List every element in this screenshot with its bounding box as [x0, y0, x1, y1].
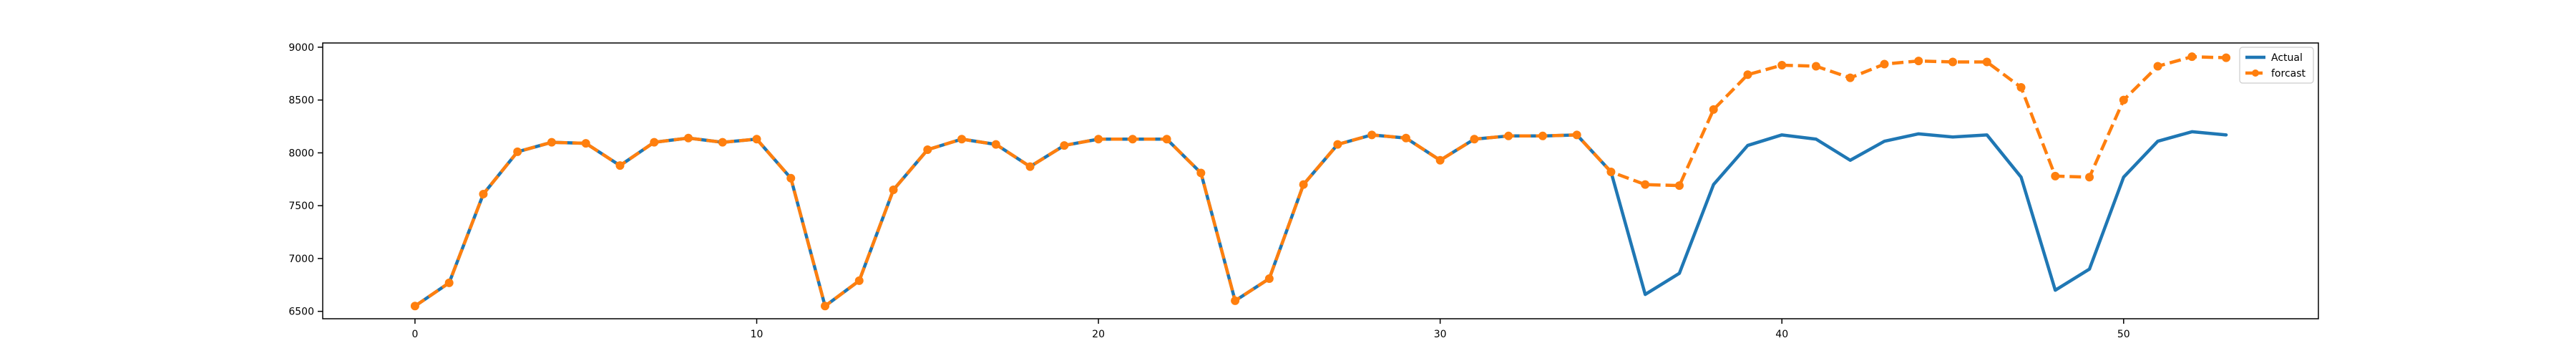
legend-marker	[2252, 69, 2259, 77]
x-tick-label: 0	[411, 329, 418, 340]
data-point	[1196, 168, 1206, 178]
data-point	[1538, 131, 1547, 140]
data-point	[1231, 296, 1240, 305]
data-point	[2222, 53, 2231, 62]
data-point	[1982, 57, 1991, 67]
legend: Actual forcast	[2239, 47, 2314, 84]
x-tick-label: 20	[1092, 329, 1105, 340]
data-point	[513, 147, 522, 156]
data-point	[1162, 135, 1171, 144]
data-point	[1709, 105, 1718, 114]
data-point	[718, 138, 727, 147]
data-point	[1470, 135, 1479, 144]
data-point	[957, 135, 967, 144]
data-point	[1572, 130, 1581, 140]
data-point	[854, 276, 864, 285]
data-point	[1914, 57, 1923, 66]
data-point	[889, 186, 898, 195]
data-point	[1094, 135, 1103, 144]
data-point	[923, 145, 932, 154]
y-tick-label: 7500	[288, 201, 314, 212]
data-point	[479, 189, 488, 198]
axes: 0 10 20 30 40 50 6500 7000 7500 8000 8500 9000	[288, 42, 2319, 340]
x-tick-label: 40	[1775, 329, 1788, 340]
legend-label-2: forcast	[2271, 68, 2306, 80]
data-point	[1025, 162, 1035, 171]
data-point	[821, 302, 830, 311]
data-point	[2051, 171, 2060, 180]
data-point	[1264, 274, 1274, 283]
data-point	[444, 278, 454, 287]
data-point	[1367, 130, 1377, 140]
data-point	[786, 173, 796, 183]
data-point	[1435, 155, 1445, 165]
data-point	[410, 302, 419, 311]
y-tick-label: 6500	[288, 307, 314, 318]
data-point	[581, 139, 590, 148]
data-point	[2085, 173, 2094, 182]
x-tick-label: 30	[1434, 329, 1447, 340]
x-tick-label: 10	[751, 329, 763, 340]
series-line-1	[413, 130, 2228, 308]
data-point	[1606, 167, 1616, 176]
y-tick-label: 8000	[288, 148, 314, 159]
data-point	[2016, 82, 2026, 92]
data-point	[1880, 59, 1889, 69]
data-point	[1674, 181, 1684, 191]
data-point	[1401, 133, 1410, 143]
data-point	[1299, 180, 1308, 189]
data-point	[1504, 131, 1513, 140]
data-point	[2187, 52, 2197, 62]
plot-area	[410, 52, 2231, 311]
data-point	[1333, 140, 1342, 149]
data-point	[1948, 57, 1957, 67]
plot-frame	[322, 42, 2319, 319]
data-point	[991, 140, 1000, 149]
data-point	[684, 133, 693, 143]
series-line-2	[414, 54, 2227, 308]
y-tick-label: 8500	[288, 95, 314, 107]
data-point	[1777, 60, 1787, 69]
data-point	[615, 161, 625, 170]
data-point	[1743, 70, 1752, 80]
data-point	[1811, 62, 1820, 71]
data-point	[1060, 141, 1069, 150]
x-tick-label: 50	[2117, 329, 2130, 340]
legend-label-1: Actual	[2271, 52, 2303, 64]
y-tick-label: 9000	[288, 42, 314, 54]
data-point	[752, 135, 761, 144]
data-point	[547, 138, 556, 147]
data-point	[1845, 73, 1855, 82]
data-point	[650, 138, 659, 147]
data-point	[2119, 95, 2128, 105]
data-point	[2153, 62, 2162, 71]
data-point	[1128, 135, 1137, 144]
data-point	[1641, 180, 1650, 189]
y-tick-label: 7000	[288, 254, 314, 265]
